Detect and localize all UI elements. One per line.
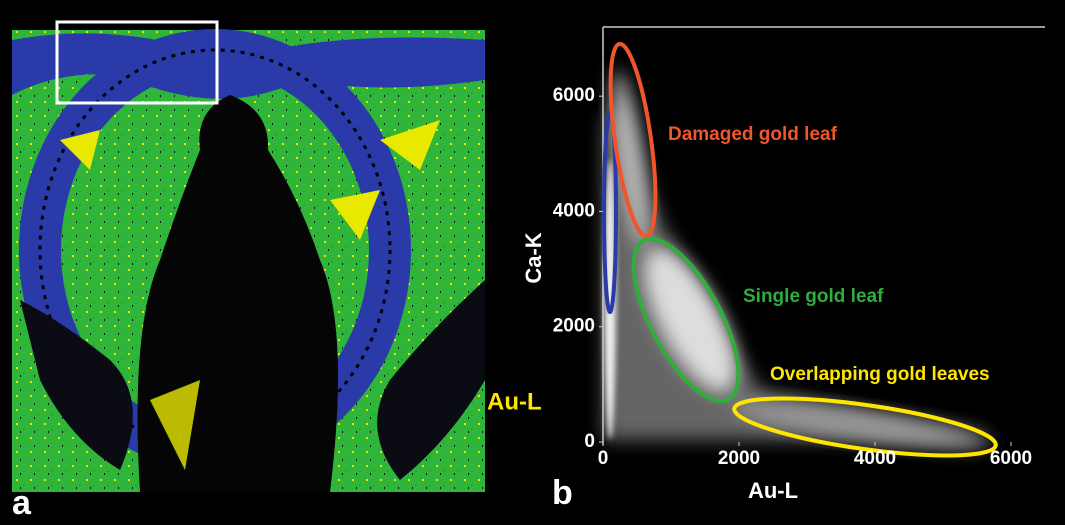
panel-label: b	[552, 474, 573, 512]
x-tick-label: 0	[598, 448, 609, 469]
annotation: Single gold leaf	[743, 286, 884, 307]
x-tick-label: 4000	[854, 448, 896, 469]
panel-label: a	[12, 484, 32, 522]
x-axis-title: Au-L	[748, 478, 798, 503]
y-tick-label: 2000	[553, 316, 595, 337]
annotation: Damaged gold leaf	[668, 124, 838, 145]
y-tick-label: 0	[584, 431, 595, 452]
x-tick-label: 6000	[990, 448, 1032, 469]
x-tick-label: 2000	[718, 448, 760, 469]
y-axis-title: Ca-K	[521, 232, 546, 283]
y-tick-label: 4000	[553, 200, 595, 221]
element-map	[12, 22, 485, 492]
annotation: Overlapping gold leaves	[770, 364, 990, 385]
figure: Au-L a b Ca-K Au-L 0 2000 4000 6000 0 2000 400…	[0, 0, 1065, 525]
y-tick-label: 6000	[553, 85, 595, 106]
map-annotation: Au-L	[487, 388, 542, 415]
